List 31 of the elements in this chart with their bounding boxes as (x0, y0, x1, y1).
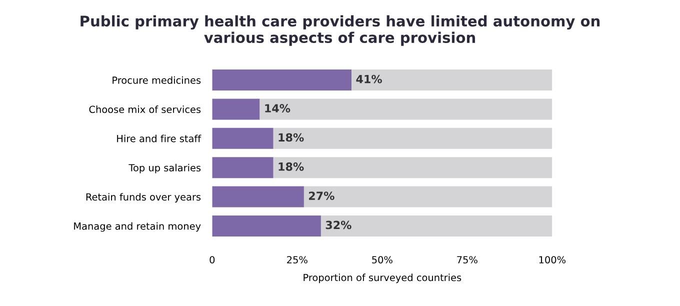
x-tick-label: 100% (539, 256, 566, 264)
bar (320, 215, 552, 236)
bar (212, 98, 260, 120)
data-label: 41% (356, 74, 382, 84)
x-tick-label: 25% (287, 256, 308, 264)
data-label: 32% (326, 220, 352, 230)
bar (273, 128, 552, 149)
bar (352, 70, 552, 91)
y-tick-label: Hire and fire staff (117, 134, 202, 142)
y-tick-label: Retain funds over years (86, 193, 201, 202)
bar (212, 128, 274, 149)
bar (212, 186, 304, 208)
x-axis-title: Proportion of surveyed countries (304, 274, 462, 284)
y-tick-label: Manage and retain money (74, 222, 201, 232)
data-label: 18% (278, 162, 304, 171)
bar (212, 157, 274, 178)
y-tick-label: Procure medicines (112, 76, 201, 84)
chart-title: Public primary health care providers have limited autonomy on various aspects of care provision (80, 15, 600, 46)
bar (212, 215, 321, 236)
data-label: 27% (309, 192, 334, 200)
bar (304, 186, 552, 208)
bar (212, 70, 352, 91)
y-tick-label: Choose mix of services (89, 106, 201, 114)
data-label: 18% (278, 133, 304, 142)
y-tick-label: Top up salaries (128, 164, 201, 174)
x-tick-label: 0 (210, 256, 215, 264)
x-tick-label: 75% (457, 256, 478, 264)
bar (260, 98, 552, 120)
bar (273, 157, 552, 178)
x-tick-label: 50% (372, 256, 392, 264)
data-label: 14% (265, 104, 290, 112)
